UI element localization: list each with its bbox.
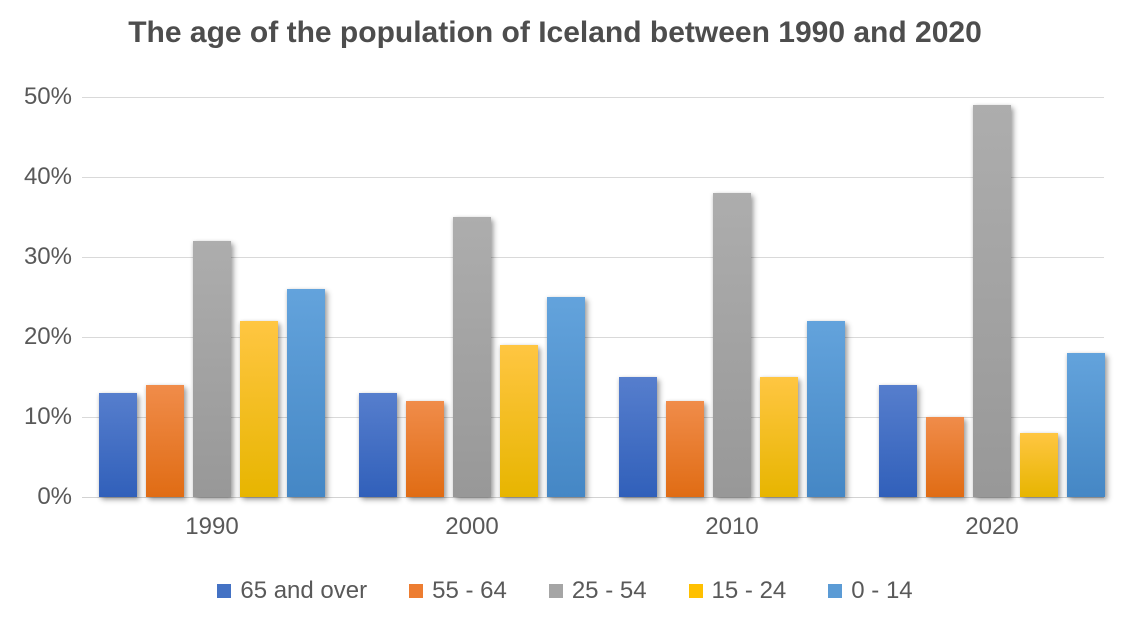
bar-2010-0-14 (807, 321, 845, 497)
gridline (82, 417, 1104, 418)
y-tick-label: 20% (23, 323, 72, 350)
bar-2020-55-64 (926, 417, 964, 497)
bar-2020-65andover (879, 385, 917, 497)
legend-item-25-54: 25 - 54 (548, 577, 647, 605)
bar-group-2000 (359, 97, 585, 497)
legend-item-55-64: 55 - 64 (409, 577, 507, 605)
x-tick-label: 1990 (185, 513, 239, 540)
x-axis: 1990 2000 2010 2020 (82, 513, 1104, 547)
bar-1990-15-24 (240, 321, 278, 497)
plot-area (82, 97, 1105, 498)
legend-label: 15 - 24 (711, 577, 787, 604)
legend-label: 55 - 64 (432, 577, 507, 604)
y-tick-label: 50% (23, 83, 72, 110)
chart-title: The age of the population of Iceland bet… (128, 16, 982, 49)
x-tick-label: 2000 (445, 513, 499, 540)
y-tick-label: 10% (23, 403, 72, 430)
y-axis: 0% 10% 20% 30% 40% 50% (0, 85, 72, 509)
y-tick-label: 40% (23, 163, 72, 190)
y-tick-label: 0% (37, 483, 72, 510)
bar-2020-15-24 (1020, 433, 1058, 497)
bar-2020-25-54 (973, 105, 1011, 497)
legend-label: 65 and over (240, 577, 368, 604)
bar-2000-0-14 (547, 297, 585, 497)
bar-1990-65andover (99, 393, 137, 497)
legend: 65 and over 55 - 64 25 - 54 15 - 24 0 - 14 (0, 577, 1130, 605)
x-axis-line (82, 497, 1104, 498)
bar-1990-0-14 (287, 289, 325, 497)
x-tick-label: 2010 (705, 513, 759, 540)
bar-1990-25-54 (193, 241, 231, 497)
bar-2010-15-24 (760, 377, 798, 497)
bar-1990-55-64 (146, 385, 184, 497)
bar-2000-55-64 (406, 401, 444, 497)
bar-group-1990 (99, 97, 325, 497)
bar-2010-25-54 (713, 193, 751, 497)
legend-label: 25 - 54 (571, 577, 647, 604)
legend-label: 0 - 14 (851, 577, 913, 604)
bar-group-2020 (879, 97, 1105, 497)
gridline (82, 257, 1104, 258)
legend-item-0-14: 0 - 14 (828, 577, 913, 605)
y-tick-label: 30% (23, 243, 72, 270)
bar-2010-55-64 (666, 401, 704, 497)
legend-item-15-24: 15 - 24 (688, 577, 787, 605)
legend-swatch-icon (217, 584, 232, 598)
bar-2000-65andover (359, 393, 397, 497)
bar-2000-25-54 (453, 217, 491, 497)
x-tick-label: 2020 (965, 513, 1019, 540)
gridline (82, 177, 1104, 178)
gridline (82, 97, 1104, 98)
bar-group-2010 (619, 97, 845, 497)
bar-2000-15-24 (500, 345, 538, 497)
legend-swatch-icon (688, 584, 703, 598)
legend-swatch-icon (409, 584, 424, 598)
bar-2020-0-14 (1067, 353, 1105, 497)
legend-swatch-icon (828, 584, 843, 598)
gridline (82, 337, 1104, 338)
legend-swatch-icon (548, 584, 563, 598)
legend-item-65andover: 65 and over (217, 577, 367, 605)
bar-2010-65andover (619, 377, 657, 497)
